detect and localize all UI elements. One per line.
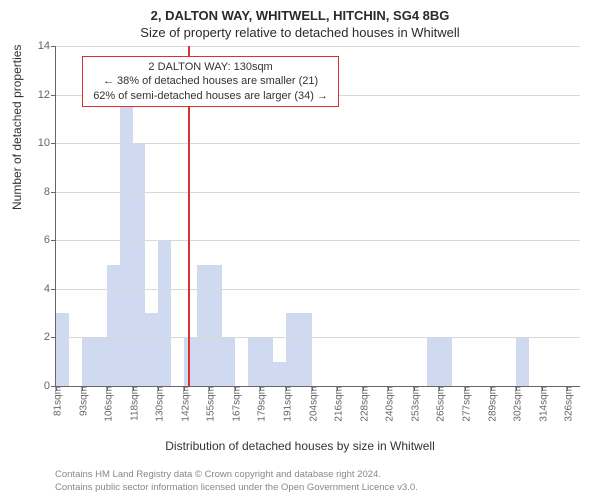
xtick-label: 216sqm	[330, 386, 345, 422]
xtick-label: 253sqm	[406, 386, 421, 422]
page-title: 2, DALTON WAY, WHITWELL, HITCHIN, SG4 8B…	[0, 0, 600, 23]
xtick-label: 93sqm	[74, 386, 89, 416]
histogram-bar	[56, 313, 69, 386]
xtick-label: 191sqm	[279, 386, 294, 422]
gridline	[56, 289, 580, 290]
histogram-bar	[107, 265, 120, 386]
histogram-bar	[120, 70, 133, 386]
annotation-line: 62% of semi-detached houses are larger (…	[93, 89, 328, 103]
histogram-bar	[439, 337, 452, 386]
xtick-label: 130sqm	[151, 386, 166, 422]
histogram-bar	[222, 337, 235, 386]
ytick-label: 10	[38, 137, 56, 149]
histogram-bar	[197, 265, 210, 386]
xtick-label: 314sqm	[534, 386, 549, 422]
histogram-bar	[299, 313, 312, 386]
xtick-label: 179sqm	[253, 386, 268, 422]
xtick-label: 167sqm	[227, 386, 242, 422]
xtick-label: 240sqm	[381, 386, 396, 422]
gridline	[56, 192, 580, 193]
histogram-bar	[516, 337, 529, 386]
histogram-bar	[133, 143, 146, 386]
ytick-label: 2	[44, 331, 56, 343]
histogram-bar	[145, 313, 158, 386]
footer-line: Contains HM Land Registry data © Crown c…	[55, 469, 418, 481]
ytick-label: 14	[38, 40, 56, 52]
xtick-label: 204sqm	[304, 386, 319, 422]
attribution-footer: Contains HM Land Registry data © Crown c…	[55, 469, 418, 494]
gridline	[56, 240, 580, 241]
ytick-label: 12	[38, 89, 56, 101]
histogram-bar	[273, 362, 286, 386]
xtick-label: 277sqm	[457, 386, 472, 422]
page-subtitle: Size of property relative to detached ho…	[0, 23, 600, 46]
gridline	[56, 337, 580, 338]
xtick-label: 118sqm	[125, 386, 140, 421]
footer-line: Contains public sector information licen…	[55, 482, 418, 494]
histogram-bar	[94, 337, 107, 386]
histogram-bar	[427, 337, 440, 386]
gridline	[56, 46, 580, 47]
histogram-bar	[158, 240, 171, 386]
histogram-bar	[248, 337, 261, 386]
gridline	[56, 143, 580, 144]
histogram-bar	[260, 337, 273, 386]
xtick-label: 142sqm	[176, 386, 191, 422]
ytick-label: 6	[44, 234, 56, 246]
histogram-bar	[286, 313, 299, 386]
annotation-line: ← 38% of detached houses are smaller (21…	[93, 74, 328, 88]
ytick-label: 8	[44, 186, 56, 198]
y-axis-label: Number of detached properties	[10, 45, 24, 210]
ytick-label: 4	[44, 283, 56, 295]
annotation-line: 2 DALTON WAY: 130sqm	[93, 60, 328, 74]
xtick-label: 326sqm	[560, 386, 575, 422]
histogram-chart: 0246810121481sqm93sqm106sqm118sqm130sqm1…	[55, 46, 580, 387]
xtick-label: 302sqm	[509, 386, 524, 422]
histogram-bar	[209, 265, 222, 386]
xtick-label: 289sqm	[483, 386, 498, 422]
x-axis-label: Distribution of detached houses by size …	[0, 439, 600, 453]
xtick-label: 228sqm	[355, 386, 370, 422]
histogram-bar	[82, 337, 95, 386]
xtick-label: 81sqm	[49, 386, 64, 416]
xtick-label: 106sqm	[100, 386, 115, 422]
histogram-bar	[184, 337, 197, 386]
annotation-box: 2 DALTON WAY: 130sqm← 38% of detached ho…	[82, 56, 339, 107]
xtick-label: 155sqm	[202, 386, 217, 422]
xtick-label: 265sqm	[432, 386, 447, 422]
